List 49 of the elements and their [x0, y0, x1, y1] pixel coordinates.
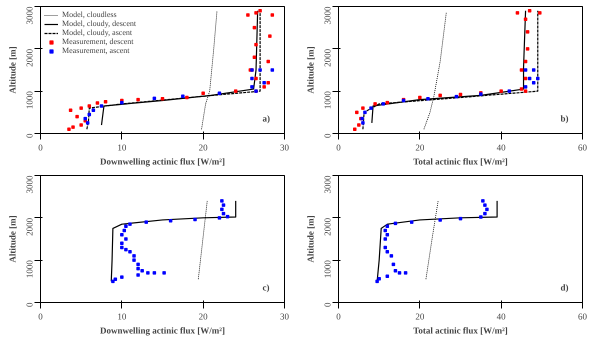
x-axis-title: Downwelling actinic flux [W/m²] [100, 156, 225, 166]
y-tick-label: 0 [322, 133, 332, 138]
y-axis-title: Altitude [m] [8, 215, 18, 263]
y-tick-label: 0 [322, 302, 332, 307]
legend-label: Model, cloudless [62, 10, 117, 19]
y-tick-label: 1000 [24, 260, 34, 278]
y-tick-label: 3000 [24, 6, 34, 24]
x-axis-title: Downwelling actinic flux [W/m²] [100, 326, 225, 336]
annotation: b) [560, 114, 569, 124]
y-tick-label: 2000 [24, 48, 34, 67]
x-tick-label: 40 [496, 312, 506, 322]
y-tick-label: 3000 [322, 175, 332, 194]
x-tick-label: 20 [415, 142, 425, 152]
x-tick-label: 20 [198, 142, 208, 152]
y-tick-label: 2000 [24, 217, 34, 236]
y-axis-title: Altitude [m] [306, 46, 316, 94]
y-tick-label: 1000 [322, 260, 332, 278]
x-tick-label: 60 [578, 312, 588, 322]
y-tick-label: 2000 [322, 217, 332, 236]
x-tick-label: 0 [38, 142, 44, 152]
legend-label: Measurement, descent [62, 37, 134, 46]
annotation: a) [262, 114, 270, 124]
legend-label: Model, cloudy, ascent [62, 28, 132, 37]
x-tick-label: 20 [415, 312, 425, 322]
annotation: d) [560, 282, 569, 292]
x-tick-label: 10 [117, 312, 127, 322]
x-tick-label: 0 [38, 312, 44, 322]
y-axis-title: Altitude [m] [306, 215, 316, 263]
y-tick-label: 0 [24, 133, 34, 138]
y-tick-label: 1000 [322, 90, 332, 110]
x-tick-label: 40 [496, 142, 506, 152]
y-tick-label: 3000 [322, 6, 332, 24]
x-tick-label: 30 [280, 142, 290, 152]
x-tick-label: 20 [198, 312, 208, 322]
x-tick-label: 60 [578, 142, 588, 152]
legend-label: Model, cloudy, descent [62, 19, 136, 28]
y-tick-label: 3000 [24, 175, 34, 194]
x-tick-label: 10 [117, 142, 127, 152]
legend-label: Measurement, ascent [62, 46, 130, 55]
x-tick-label: 30 [280, 312, 290, 322]
y-tick-label: 2000 [322, 48, 332, 67]
x-tick-label: 0 [336, 142, 342, 152]
x-axis-title: Total actinic flux [W/m²] [413, 156, 508, 166]
y-tick-label: 1000 [24, 90, 34, 110]
y-axis-title: Altitude [m] [8, 46, 18, 94]
x-tick-label: 0 [336, 312, 342, 322]
x-axis-title: Total actinic flux [W/m²] [413, 326, 508, 336]
y-tick-label: 0 [24, 302, 34, 307]
annotation: c) [262, 282, 270, 292]
